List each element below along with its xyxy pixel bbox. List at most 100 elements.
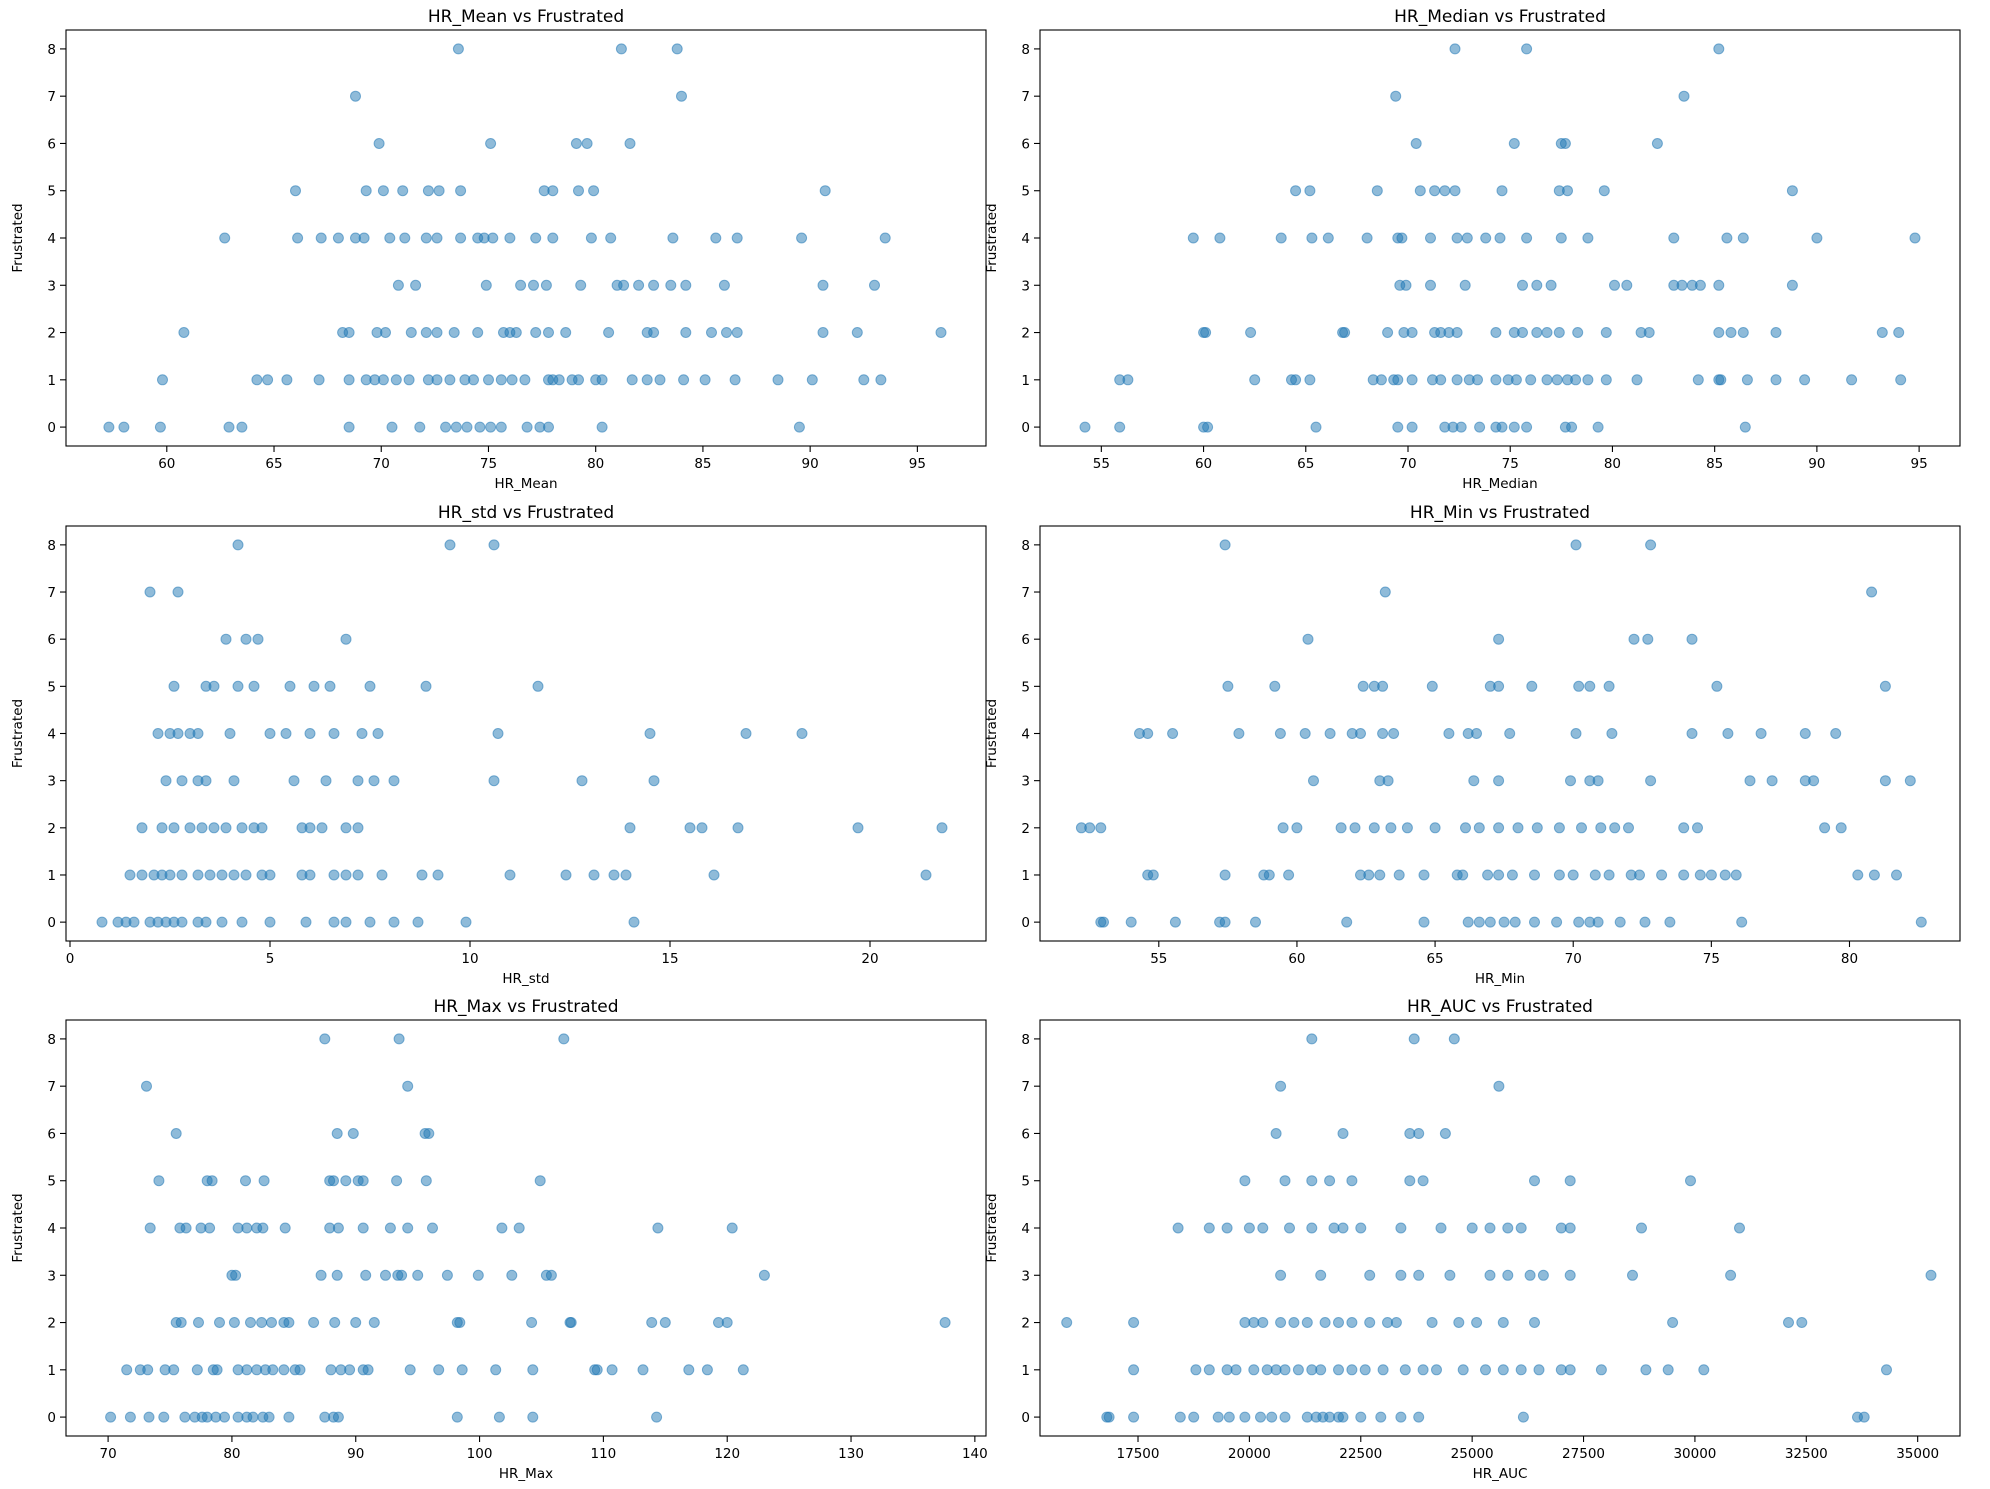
x-tick-label: 70	[1399, 456, 1416, 472]
y-tick-label: 2	[47, 326, 56, 342]
data-point	[204, 1222, 216, 1234]
data-point	[1249, 374, 1261, 386]
data-point	[1368, 822, 1380, 834]
data-point	[1363, 869, 1375, 881]
data-point	[1667, 1317, 1679, 1328]
data-point	[1219, 539, 1231, 551]
data-point	[1263, 869, 1275, 881]
x-tick-label: 120	[714, 1446, 740, 1462]
data-point	[1413, 1269, 1425, 1281]
data-point	[532, 680, 544, 692]
data-point	[1567, 869, 1579, 881]
data-point	[1555, 232, 1567, 244]
points	[1061, 1033, 1937, 1423]
data-point	[1245, 327, 1257, 338]
data-point	[624, 822, 636, 834]
data-point	[1061, 1317, 1073, 1328]
data-point	[257, 1222, 269, 1234]
data-point	[1128, 1364, 1140, 1376]
data-point	[179, 1411, 191, 1423]
data-point	[1564, 1364, 1576, 1376]
y-tick-label: 2	[1021, 821, 1030, 837]
data-point	[659, 1317, 671, 1328]
data-point	[1449, 43, 1461, 55]
data-point	[939, 1317, 951, 1328]
y-tick-label: 3	[47, 774, 56, 790]
data-point	[1142, 728, 1154, 739]
data-point	[1425, 279, 1436, 291]
data-point	[168, 680, 180, 692]
data-point	[264, 869, 276, 881]
data-point	[1799, 374, 1811, 386]
data-point	[1737, 232, 1749, 244]
data-point	[1190, 1364, 1202, 1376]
data-point	[1497, 1317, 1509, 1328]
data-point	[506, 374, 518, 386]
data-point	[240, 869, 252, 881]
data-point	[1493, 633, 1505, 645]
data-point	[1388, 728, 1400, 739]
data-point	[1484, 1222, 1496, 1234]
data-point	[1315, 1269, 1327, 1281]
y-tick-label: 4	[1021, 231, 1030, 247]
data-point	[224, 728, 236, 739]
data-point	[510, 327, 522, 338]
data-point	[208, 822, 220, 834]
y-tick-label: 5	[47, 184, 56, 200]
data-point	[1346, 1175, 1358, 1187]
y-tick-label: 0	[1021, 420, 1030, 436]
data-point	[606, 1364, 618, 1376]
data-point	[404, 1364, 416, 1376]
data-point	[304, 822, 316, 834]
data-point	[230, 1269, 242, 1281]
data-point	[414, 421, 426, 433]
x-tick-label: 55	[1093, 456, 1110, 472]
data-point	[211, 1364, 223, 1376]
y-tick-label: 1	[47, 373, 56, 389]
data-point	[1418, 869, 1430, 881]
data-point	[565, 1317, 577, 1328]
data-point	[280, 728, 292, 739]
data-point	[1685, 1175, 1696, 1187]
data-point	[290, 185, 301, 197]
data-point	[1730, 869, 1742, 881]
data-point	[618, 279, 630, 291]
data-point	[1310, 421, 1322, 433]
data-point	[154, 421, 166, 433]
data-point	[1529, 916, 1540, 928]
data-point	[325, 1364, 337, 1376]
y-tick-label: 4	[1021, 1221, 1030, 1237]
y-tick-label: 3	[1021, 774, 1030, 790]
x-tick-label: 140	[962, 1446, 988, 1462]
data-point	[220, 633, 232, 645]
data-point	[1755, 728, 1767, 739]
data-point	[450, 421, 462, 433]
x-tick-label: 75	[1703, 951, 1720, 967]
data-point	[1502, 1222, 1514, 1234]
y-tick-label: 7	[1021, 585, 1030, 601]
data-point	[1572, 327, 1584, 338]
data-point	[1390, 90, 1402, 102]
data-point	[1509, 916, 1521, 928]
data-point	[1221, 1222, 1233, 1234]
data-point	[172, 586, 184, 598]
data-point	[315, 1269, 327, 1281]
data-point	[1122, 374, 1134, 386]
data-point	[540, 279, 552, 291]
data-point	[308, 680, 320, 692]
data-point	[608, 869, 620, 881]
data-point	[251, 374, 263, 386]
data-point	[1319, 1317, 1331, 1328]
data-point	[1364, 1269, 1376, 1281]
data-point	[1866, 586, 1878, 598]
data-point	[313, 374, 325, 386]
data-point	[1925, 1269, 1937, 1281]
data-point	[1493, 775, 1505, 787]
data-point	[1510, 374, 1522, 386]
y-axis-label: Frustrated	[10, 203, 26, 272]
y-tick-label: 6	[47, 136, 56, 152]
data-point	[493, 1411, 505, 1423]
x-tick-label: 22500	[1339, 1446, 1382, 1462]
data-point	[646, 1317, 658, 1328]
